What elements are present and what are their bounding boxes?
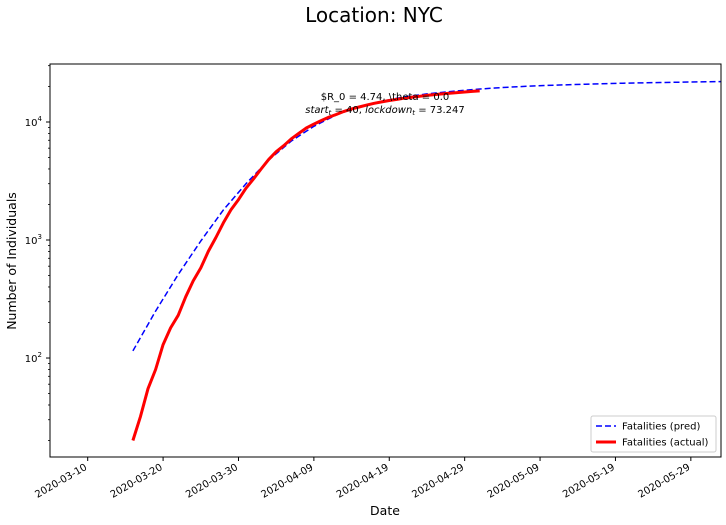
legend-label-actual: Fatalities (actual) bbox=[622, 438, 709, 449]
legend: Fatalities (pred) Fatalities (actual) bbox=[590, 415, 717, 453]
y-tick-label: 104 bbox=[25, 115, 43, 129]
annotation-lockdown-label: lockdown bbox=[365, 105, 412, 116]
x-tick-label: 2020-05-29 bbox=[636, 462, 692, 501]
annotation-start-value: = 40, bbox=[331, 105, 365, 116]
y-axis: 102 103 104 bbox=[25, 65, 50, 441]
x-tick-label: 2020-03-10 bbox=[33, 462, 89, 501]
x-tick-label: 2020-05-09 bbox=[486, 462, 542, 501]
series-line-actual bbox=[131, 89, 480, 441]
annotation-start-label: start bbox=[305, 105, 329, 116]
y-tick-label: 102 bbox=[25, 351, 42, 365]
x-tick-label: 2020-04-19 bbox=[335, 462, 391, 501]
x-tick-label: 2020-04-09 bbox=[260, 462, 316, 501]
plot-frame bbox=[49, 63, 722, 458]
legend-label-pred: Fatalities (pred) bbox=[622, 422, 700, 433]
x-tick-label: 2020-05-19 bbox=[561, 462, 617, 501]
chart-title: Location: NYC bbox=[305, 3, 443, 27]
annotation-line-1: $R_0 = 4.74, \theta = 0.0 bbox=[321, 92, 450, 103]
x-tick-label: 2020-03-30 bbox=[184, 462, 240, 501]
x-axis-label: Date bbox=[370, 503, 400, 518]
legend-box bbox=[590, 415, 717, 453]
annotation-line-2: startt = 40, lockdownt = 73.247 bbox=[305, 105, 465, 117]
x-tick-label: 2020-04-29 bbox=[410, 462, 466, 501]
annotation-start-subscript: t bbox=[329, 109, 332, 117]
y-tick-label: 103 bbox=[25, 233, 42, 247]
series-layer bbox=[131, 80, 722, 441]
y-axis-label: Number of Individuals bbox=[4, 192, 19, 330]
annotation: $R_0 = 4.74, \theta = 0.0 startt = 40, l… bbox=[305, 92, 465, 117]
annotation-lockdown-subscript: t bbox=[412, 109, 415, 117]
annotation-lockdown-value: = 73.247 bbox=[415, 105, 465, 116]
series-line-pred bbox=[132, 80, 722, 352]
x-tick-label: 2020-03-20 bbox=[109, 462, 165, 501]
x-axis: 2020-03-10 2020-03-20 2020-03-30 2020-04-09… bbox=[33, 457, 692, 501]
